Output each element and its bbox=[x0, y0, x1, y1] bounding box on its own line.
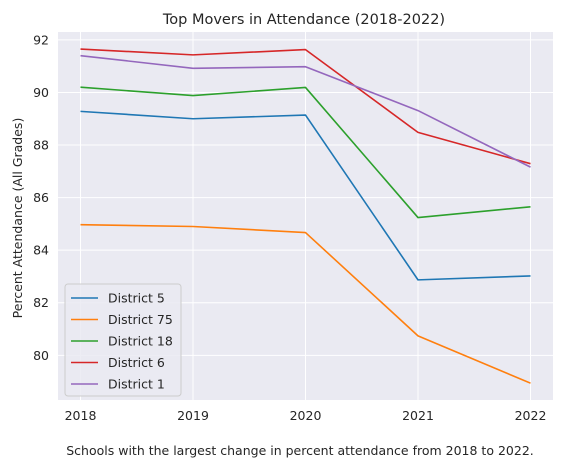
grid-lines bbox=[58, 32, 553, 400]
legend-entry-district-18: District 18 bbox=[108, 334, 173, 349]
legend-box bbox=[64, 283, 182, 397]
x-tick-labels: 2018 2019 2020 2021 2022 bbox=[65, 408, 547, 423]
legend-entry-district-6: District 6 bbox=[108, 355, 165, 370]
legend-entry-district-5: District 5 bbox=[108, 291, 165, 306]
y-axis-label: Percent Attendance (All Grades) bbox=[10, 118, 25, 319]
y-tick-label: 80 bbox=[33, 348, 49, 363]
x-tick-label: 2019 bbox=[177, 408, 209, 423]
x-tick-label: 2018 bbox=[65, 408, 97, 423]
series-line-district-1 bbox=[80, 54, 531, 168]
y-tick-label: 84 bbox=[33, 243, 49, 258]
y-tick-label: 90 bbox=[33, 85, 49, 100]
legend-entry-district-75: District 75 bbox=[108, 312, 173, 327]
x-tick-label: 2020 bbox=[290, 408, 322, 423]
x-tick-label: 2022 bbox=[515, 408, 547, 423]
y-tick-label: 86 bbox=[33, 190, 49, 205]
x-tick-label: 2021 bbox=[402, 408, 434, 423]
chart-title: Top Movers in Attendance (2018-2022) bbox=[162, 12, 445, 28]
legend-entry-district-1: District 1 bbox=[108, 377, 165, 392]
series-line-district-75 bbox=[80, 223, 531, 384]
y-tick-label: 82 bbox=[33, 295, 49, 310]
chart-caption: Schools with the largest change in perce… bbox=[66, 443, 534, 458]
legend: District 5 District 75 District 18 District… bbox=[64, 283, 182, 397]
series-line-district-5 bbox=[80, 110, 531, 281]
series-line-district-18 bbox=[80, 86, 531, 219]
series-line-district-6 bbox=[80, 48, 531, 165]
y-tick-label: 88 bbox=[33, 138, 49, 153]
y-tick-labels: 80 82 84 86 88 90 92 bbox=[33, 32, 49, 362]
y-tick-label: 92 bbox=[33, 32, 49, 47]
series-lines bbox=[80, 48, 531, 384]
